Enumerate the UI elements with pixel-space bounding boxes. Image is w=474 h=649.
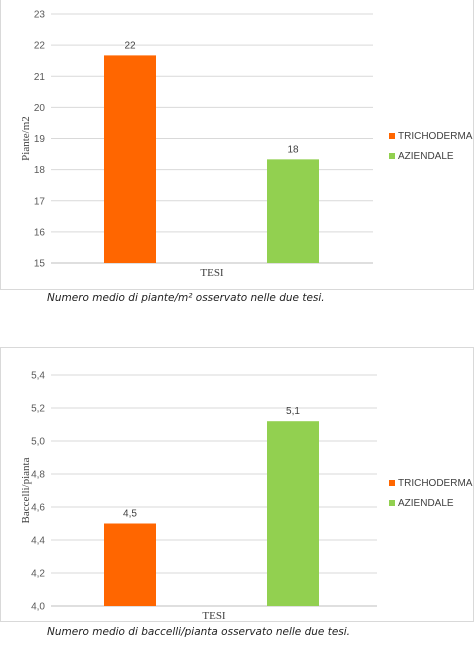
chart-piante-svg: 15 16 17 18 19 20 21 22 23 22 TRICHODERMA 18 AZIENDA… (20, 10, 473, 280)
y-tick-label: 5,4 (31, 371, 45, 382)
chart-baccelli-svg: 4,0 4,2 4,4 4,6 4,8 5,0 5,2 5,4 4,5 TRICHODERMA 5,… (20, 371, 473, 623)
y-tick-label: 18 (34, 165, 46, 176)
y-tick-label: 5,0 (31, 437, 45, 448)
chart-baccelli: 4,0 4,2 4,4 4,6 4,8 5,0 5,2 5,4 4,5 TRICHODERMA 5,… (0, 347, 474, 622)
legend-label-trichoderma: TRICHODERMA (398, 131, 473, 142)
legend-label-aziendale: AZIENDALE (398, 151, 454, 162)
y-tick-label: 23 (34, 10, 46, 21)
y-tick-label: 19 (34, 134, 46, 145)
x-category-label: TESI (202, 610, 226, 622)
bar-trichoderma (104, 55, 156, 263)
bar-aziendale (267, 159, 319, 263)
y-tick-label: 4,4 (31, 536, 45, 547)
y-axis-title: Baccelli/pianta (20, 457, 32, 523)
caption-piante: Numero medio di piante/m² osservato nell… (47, 292, 325, 304)
y-tick-label: 5,2 (31, 404, 45, 415)
legend-swatch-trichoderma (389, 133, 395, 139)
data-label-trichoderma: 4,5 (123, 509, 137, 520)
y-tick-label: 22 (34, 41, 46, 52)
x-category-label: TESI (200, 267, 224, 279)
caption-baccelli: Numero medio di baccelli/pianta osservat… (47, 626, 351, 638)
y-tick-label: 15 (34, 259, 46, 270)
y-tick-label: 17 (34, 196, 46, 207)
y-tick-label: 20 (34, 103, 46, 114)
legend-label-aziendale: AZIENDALE (398, 498, 454, 509)
y-tick-label: 16 (34, 227, 46, 238)
legend-label-trichoderma: TRICHODERMA (398, 478, 473, 489)
y-tick-label: 21 (34, 72, 46, 83)
legend-swatch-aziendale (389, 153, 395, 159)
y-axis-title: Piante/m2 (20, 116, 32, 161)
legend-swatch-aziendale (389, 500, 395, 506)
y-tick-label: 4,6 (31, 503, 45, 514)
y-tick-label: 4,0 (31, 602, 45, 613)
y-tick-label: 4,8 (31, 470, 45, 481)
data-label-aziendale: 18 (287, 144, 299, 155)
y-tick-label: 4,2 (31, 569, 45, 580)
chart-piante: 15 16 17 18 19 20 21 22 23 22 TRICHODERMA 18 AZIENDA… (0, 0, 474, 290)
bar-trichoderma (104, 523, 156, 606)
bar-aziendale (267, 421, 319, 606)
data-label-trichoderma: 22 (124, 40, 136, 51)
data-label-aziendale: 5,1 (286, 406, 300, 417)
legend-swatch-trichoderma (389, 480, 395, 486)
